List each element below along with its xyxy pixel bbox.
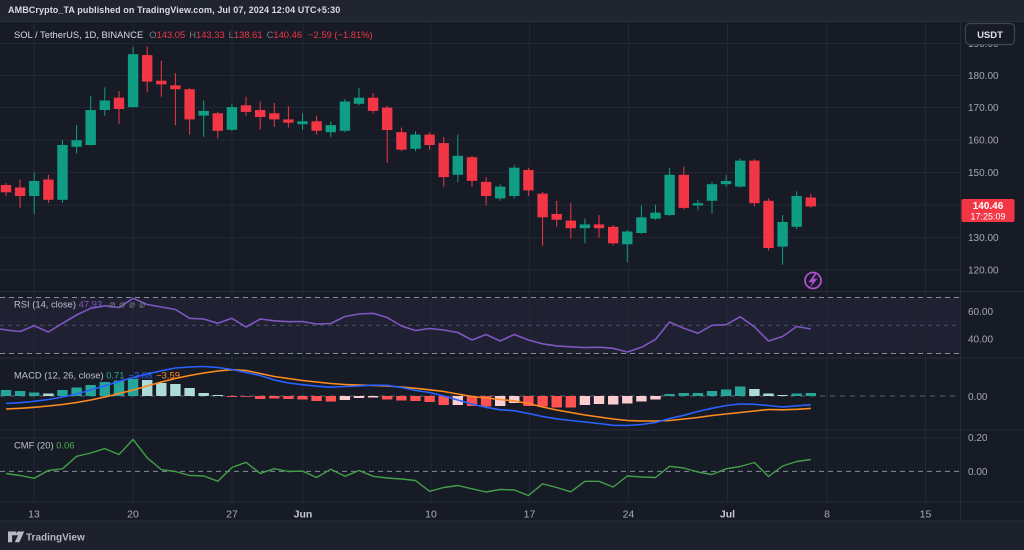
svg-text:17:25:09: 17:25:09	[970, 211, 1005, 221]
svg-text:MACD (12, 26, close) 0.71−2.88: MACD (12, 26, close) 0.71 −2.88 −3.59	[14, 370, 180, 381]
svg-text:40.00: 40.00	[968, 335, 993, 346]
svg-text:150.00: 150.00	[968, 168, 999, 179]
svg-text:140.46: 140.46	[973, 201, 1004, 212]
svg-text:60.00: 60.00	[968, 307, 993, 318]
svg-text:TradingView: TradingView	[26, 533, 85, 544]
svg-text:CMF (20) 0.06: CMF (20) 0.06	[14, 440, 74, 451]
svg-text:Jun: Jun	[294, 509, 313, 521]
svg-text:Jul: Jul	[720, 509, 735, 521]
svg-text:180.00: 180.00	[968, 71, 999, 82]
svg-text:170.00: 170.00	[968, 103, 999, 114]
svg-text:13: 13	[28, 509, 40, 521]
svg-text:0.20: 0.20	[968, 433, 988, 444]
svg-text:24: 24	[623, 509, 635, 521]
svg-text:10: 10	[425, 509, 437, 521]
svg-text:15: 15	[920, 509, 932, 521]
svg-text:17: 17	[524, 509, 536, 521]
svg-text:0.00: 0.00	[968, 392, 988, 403]
svg-text:USDT: USDT	[977, 30, 1003, 41]
svg-text:20: 20	[127, 509, 139, 521]
svg-text:8: 8	[824, 509, 830, 521]
svg-text:27: 27	[226, 509, 238, 521]
svg-text:130.00: 130.00	[968, 233, 999, 244]
svg-text:0.00: 0.00	[968, 467, 988, 478]
svg-text:RSI (14, close) 47.93⌀⌀⌀⌀: RSI (14, close) 47.93 ⌀ ⌀ ⌀ ⌀	[14, 299, 145, 311]
svg-text:120.00: 120.00	[968, 266, 999, 277]
svg-text:160.00: 160.00	[968, 136, 999, 147]
